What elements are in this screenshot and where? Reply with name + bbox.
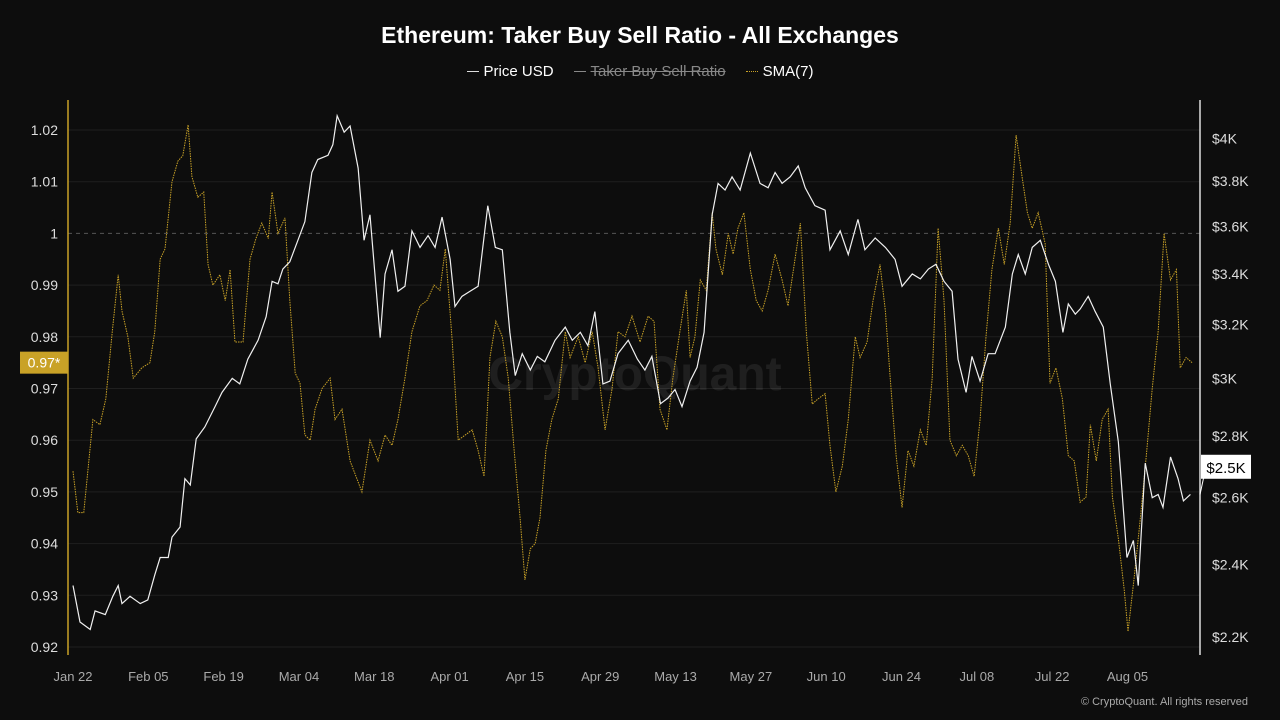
- x-tick-label: Apr 15: [506, 669, 544, 684]
- y-left-tick-label: 0.97: [31, 381, 58, 397]
- legend-item-sma[interactable]: SMA(7): [745, 63, 814, 80]
- watermark: CryptoQuant: [488, 348, 781, 401]
- x-tick-label: Aug 05: [1107, 669, 1148, 684]
- copyright: © CryptoQuant. All rights reserved: [1080, 696, 1248, 708]
- x-tick-label: Feb 05: [128, 669, 168, 684]
- y-right-tick-label: $4K: [1212, 130, 1238, 146]
- y-left-tick-label: 0.99: [31, 277, 58, 293]
- y-right-tick-label: $2.6K: [1212, 490, 1249, 506]
- legend-item-taker-ratio[interactable]: Taker Buy Sell Ratio: [573, 63, 726, 80]
- legend-swatch-price: [466, 71, 479, 72]
- x-tick-label: Jun 10: [807, 669, 846, 684]
- legend-label-taker-ratio: Taker Buy Sell Ratio: [590, 63, 726, 80]
- y-right-tick-label: $2.8K: [1212, 428, 1249, 444]
- legend-label-price: Price USD: [483, 63, 554, 80]
- y-left-tick-label: 1.02: [31, 122, 58, 138]
- x-tick-label: Jul 22: [1035, 669, 1070, 684]
- y-right-tick-label: $3.8K: [1212, 173, 1249, 189]
- y-right-tick-label: $3.2K: [1212, 317, 1249, 333]
- y-right-tick-label: $2.4K: [1212, 556, 1249, 572]
- x-tick-label: Apr 29: [581, 669, 619, 684]
- y-right-tick-label: $3K: [1212, 370, 1238, 386]
- current-price-badge: [1201, 454, 1251, 479]
- chart-title: Ethereum: Taker Buy Sell Ratio - All Exc…: [381, 22, 899, 48]
- current-ratio-badge: [20, 351, 68, 374]
- legend-swatch-taker-ratio: [573, 71, 586, 72]
- legend-label-sma: SMA(7): [762, 63, 814, 80]
- y-left-tick-label: 1: [50, 225, 58, 241]
- legend: Price USD Taker Buy Sell Ratio SMA(7): [0, 63, 1280, 80]
- y-left-tick-label: 0.93: [31, 587, 58, 603]
- y-right-tick-label: $2.2K: [1212, 629, 1249, 645]
- current-price-label: $2.5K: [1206, 460, 1245, 477]
- x-tick-label: Feb 19: [203, 669, 243, 684]
- x-tick-label: May 27: [730, 669, 773, 684]
- x-tick-label: Mar 04: [279, 669, 319, 684]
- y-left-tick-label: 1.01: [31, 174, 58, 190]
- y-left-tick-label: 0.98: [31, 329, 58, 345]
- current-ratio-label: 0.97*: [28, 355, 61, 371]
- y-left-tick-label: 0.95: [31, 484, 58, 500]
- x-tick-label: Apr 01: [430, 669, 468, 684]
- price-usd-line: [72, 113, 1191, 631]
- sma7-line: [72, 124, 1193, 632]
- x-tick-label: Jan 22: [53, 669, 92, 684]
- legend-item-price[interactable]: Price USD: [466, 63, 554, 80]
- y-left-tick-label: 0.92: [31, 639, 58, 655]
- y-left-tick-label: 0.94: [31, 536, 58, 552]
- x-tick-label: May 13: [654, 669, 697, 684]
- legend-swatch-sma: [745, 71, 758, 72]
- x-tick-label: Jun 24: [882, 669, 921, 684]
- y-right-tick-label: $3.4K: [1212, 266, 1249, 282]
- y-left-tick-label: 0.96: [31, 432, 58, 448]
- y-right-tick-label: $3.6K: [1212, 218, 1249, 234]
- x-tick-label: Mar 18: [354, 669, 394, 684]
- x-tick-label: Jul 08: [959, 669, 994, 684]
